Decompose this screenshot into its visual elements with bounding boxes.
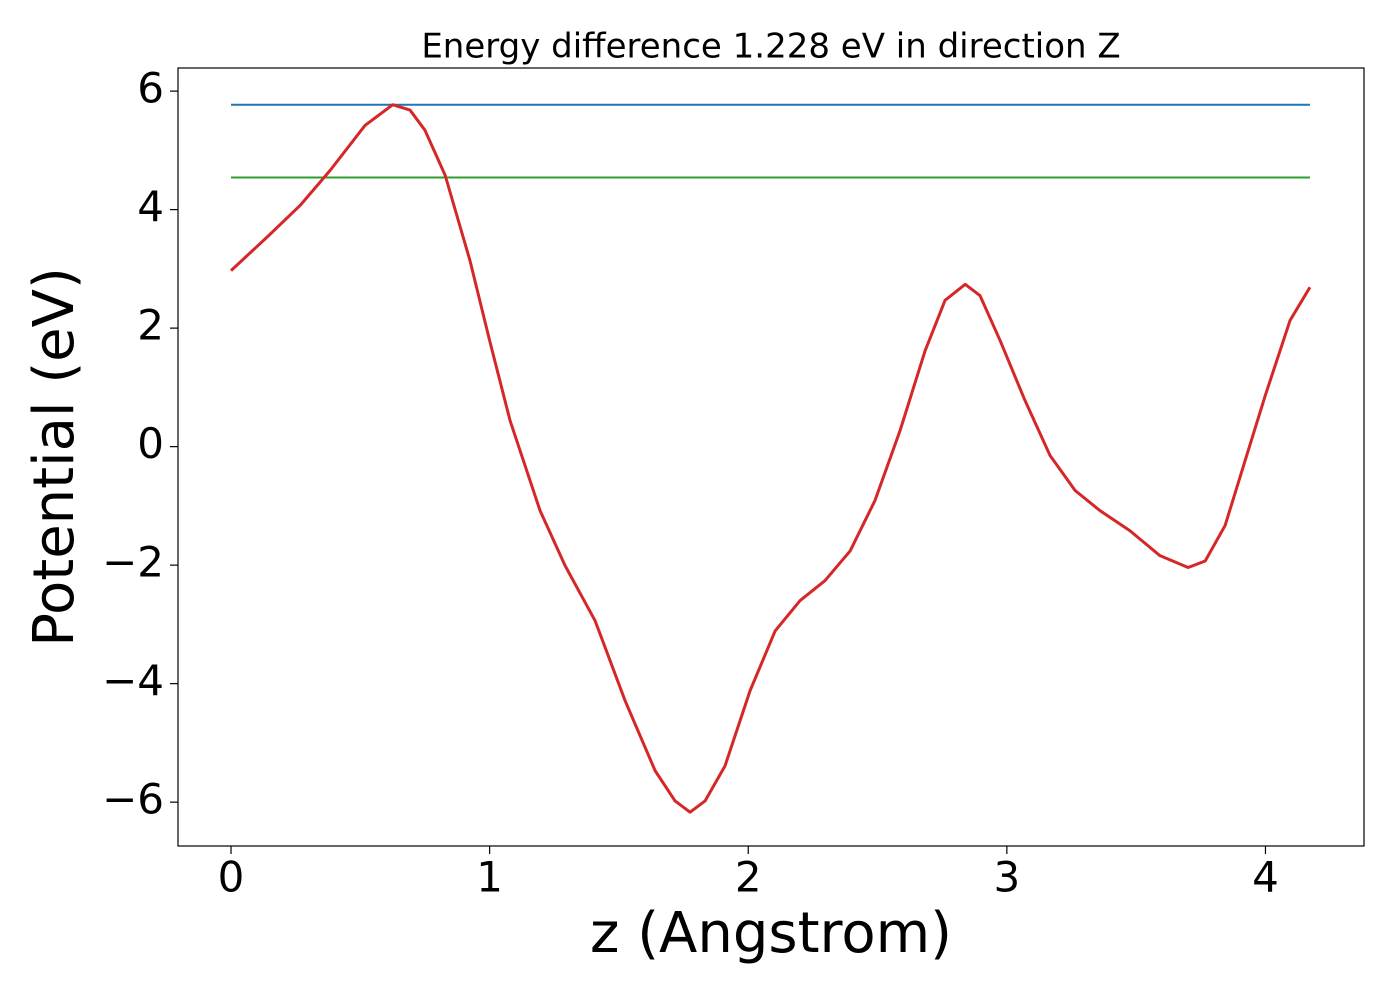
y-tick-label: 4	[137, 182, 164, 231]
line-series	[229, 103, 1312, 814]
y-tick-label: −6	[102, 775, 164, 824]
y-tick-label: −4	[102, 656, 164, 705]
plot-frame	[177, 67, 1365, 847]
x-tick-label: 4	[1252, 853, 1279, 902]
y-tick-label: 2	[137, 301, 164, 350]
x-tick-label: 3	[993, 853, 1020, 902]
x-tick-label: 1	[476, 853, 503, 902]
x-tick-label: 0	[218, 853, 245, 902]
x-tick-label: 2	[735, 853, 762, 902]
y-axis-label: Potential (eV)	[22, 267, 87, 647]
y-tick-label: 0	[137, 419, 164, 468]
y-tick-label: −2	[102, 538, 164, 587]
chart-title: Energy difference 1.228 eV in direction …	[421, 27, 1120, 67]
x-axis-label: z (Angstrom)	[590, 901, 952, 966]
y-tick-label: 6	[137, 64, 164, 113]
